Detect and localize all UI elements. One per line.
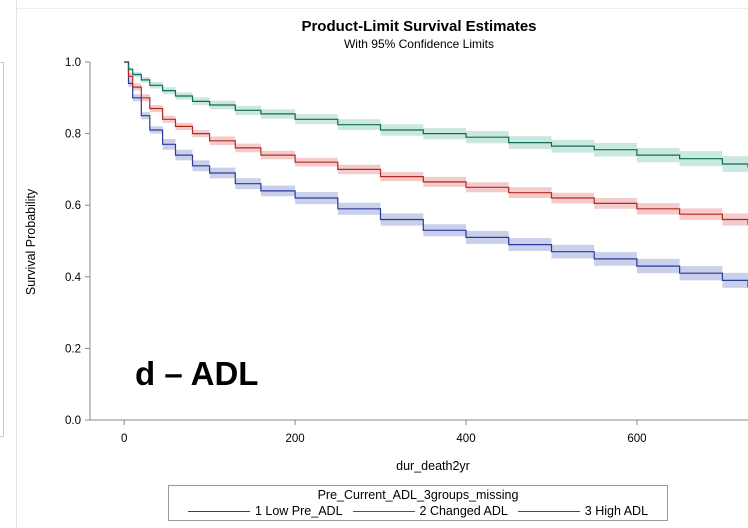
axes: 0.0 0.2 0.4 0.6 0.8 1.0 0 200 400 600 <box>65 57 748 445</box>
legend-item-3: 3 High ADL <box>517 504 649 518</box>
x-tick-label: 600 <box>627 433 646 445</box>
y-tick-label: 0.8 <box>65 129 81 141</box>
chart-subtitle: With 95% Confidence Limits <box>343 37 495 51</box>
confidence-band-3 <box>124 62 748 175</box>
y-tick-label: 0.4 <box>65 272 82 284</box>
legend: Pre_Current_ADL_3groups_missing 1 Low Pr… <box>168 485 668 521</box>
legend-item-2: 2 Changed ADL <box>352 504 508 518</box>
legend-label: 1 Low Pre_ADL <box>254 504 343 518</box>
y-tick-label: 0.6 <box>65 200 81 212</box>
legend-swatch <box>352 510 415 512</box>
survival-curve-2 <box>124 61 748 225</box>
survival-curves <box>124 61 748 288</box>
y-tick-label: 0.2 <box>65 343 81 355</box>
legend-swatch <box>187 510 250 512</box>
survival-curve-3 <box>124 61 748 168</box>
legend-label: 3 High ADL <box>584 504 649 518</box>
top-border <box>16 8 748 9</box>
legend-title: Pre_Current_ADL_3groups_missing <box>317 488 519 502</box>
legend-item-1: 1 Low Pre_ADL <box>187 504 343 518</box>
legend-label: 2 Changed ADL <box>419 504 508 518</box>
y-tick-label: 1.0 <box>65 57 81 69</box>
y-tick-label: 0.0 <box>65 415 81 427</box>
x-tick-label: 0 <box>121 433 127 445</box>
confidence-band-2 <box>124 62 748 232</box>
left-panel-edge <box>0 62 4 437</box>
x-tick-label: 400 <box>456 433 475 445</box>
y-axis-label: Survival Probability <box>24 188 38 295</box>
x-tick-label: 200 <box>285 433 304 445</box>
survival-curve-1 <box>124 61 748 288</box>
legend-entries: 1 Low Pre_ADL 2 Changed ADL 3 High ADL <box>169 504 667 518</box>
panel-annotation: d – ADL <box>135 355 258 392</box>
x-axis-label: dur_death2yr <box>396 459 470 473</box>
panel-divider <box>16 0 17 528</box>
legend-swatch <box>517 510 580 512</box>
chart-title: Product-Limit Survival Estimates <box>301 18 537 35</box>
confidence-bands <box>124 62 748 293</box>
confidence-band-1 <box>124 62 748 293</box>
